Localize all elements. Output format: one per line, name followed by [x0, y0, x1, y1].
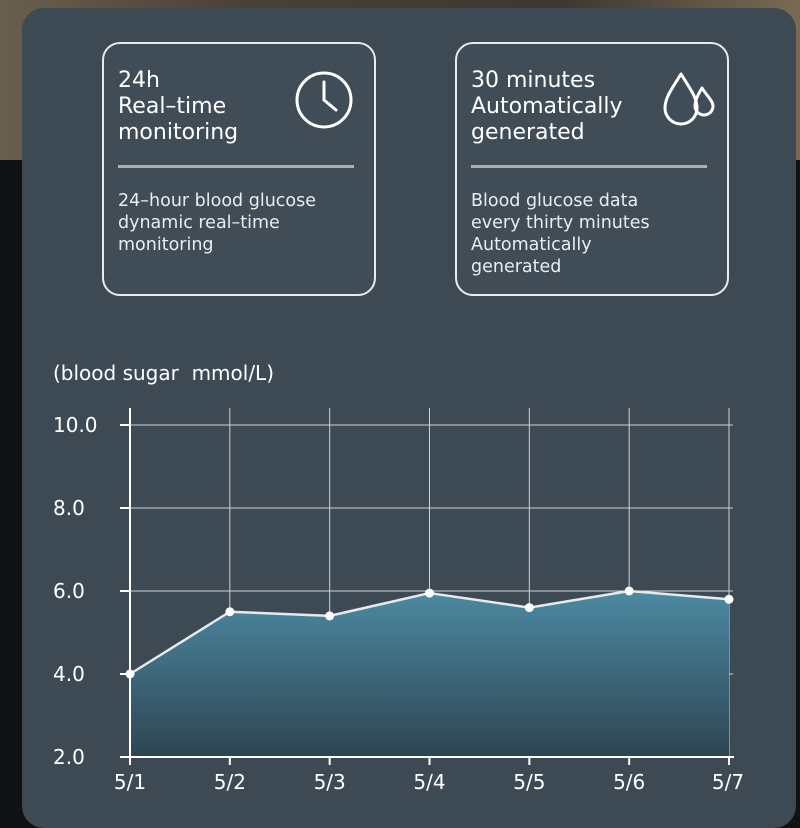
x-tick-label: 5/7 [712, 770, 744, 794]
x-tick-labels: 5/1 5/2 5/3 5/4 5/5 5/6 5/7 [114, 770, 744, 794]
blood-glucose-chart: (blood sugar mmol/L) 2.0 4.0 6.0 8.0 10.0 5/… [53, 361, 744, 794]
y-tick-label: 4.0 [53, 662, 85, 686]
water-drops-icon [659, 68, 717, 132]
x-tick-label: 5/2 [214, 770, 246, 794]
card-description: Blood glucose data every thirty minutes … [471, 191, 650, 277]
data-points [125, 586, 734, 679]
x-tick-label: 5/1 [114, 770, 146, 794]
x-tick-label: 5/4 [413, 770, 445, 794]
card-divider [118, 165, 354, 168]
data-point [325, 611, 335, 621]
data-point [524, 603, 534, 613]
x-tick-label: 5/6 [613, 770, 645, 794]
data-point [724, 594, 734, 604]
data-point [425, 588, 434, 598]
y-axis-label: (blood sugar mmol/L) [53, 361, 274, 385]
feature-card-realtime: 24h Real–time monitoring 24–hour blood g… [102, 42, 376, 296]
area-fill [130, 591, 729, 757]
y-tick-label: 6.0 [53, 579, 85, 603]
y-tick-labels: 2.0 4.0 6.0 8.0 10.0 [53, 413, 98, 769]
data-point [225, 607, 235, 617]
y-tick-label: 2.0 [53, 745, 85, 769]
x-tick-label: 5/5 [513, 770, 545, 794]
y-tick-label: 10.0 [53, 413, 98, 437]
card-description: 24–hour blood glucose dynamic real–time … [118, 191, 316, 255]
data-point [624, 586, 634, 596]
card-title: 30 minutes Automatically generated [471, 68, 623, 145]
y-tick-label: 8.0 [53, 496, 85, 520]
axes [120, 408, 734, 765]
area-series [129, 589, 730, 757]
card-divider [471, 165, 707, 168]
clock-icon [294, 70, 354, 134]
card-title: 24h Real–time monitoring [118, 68, 239, 145]
x-tick-label: 5/3 [314, 770, 346, 794]
feature-card-auto: 30 minutes Automatically generated Blood… [455, 42, 729, 296]
data-point [125, 669, 135, 679]
